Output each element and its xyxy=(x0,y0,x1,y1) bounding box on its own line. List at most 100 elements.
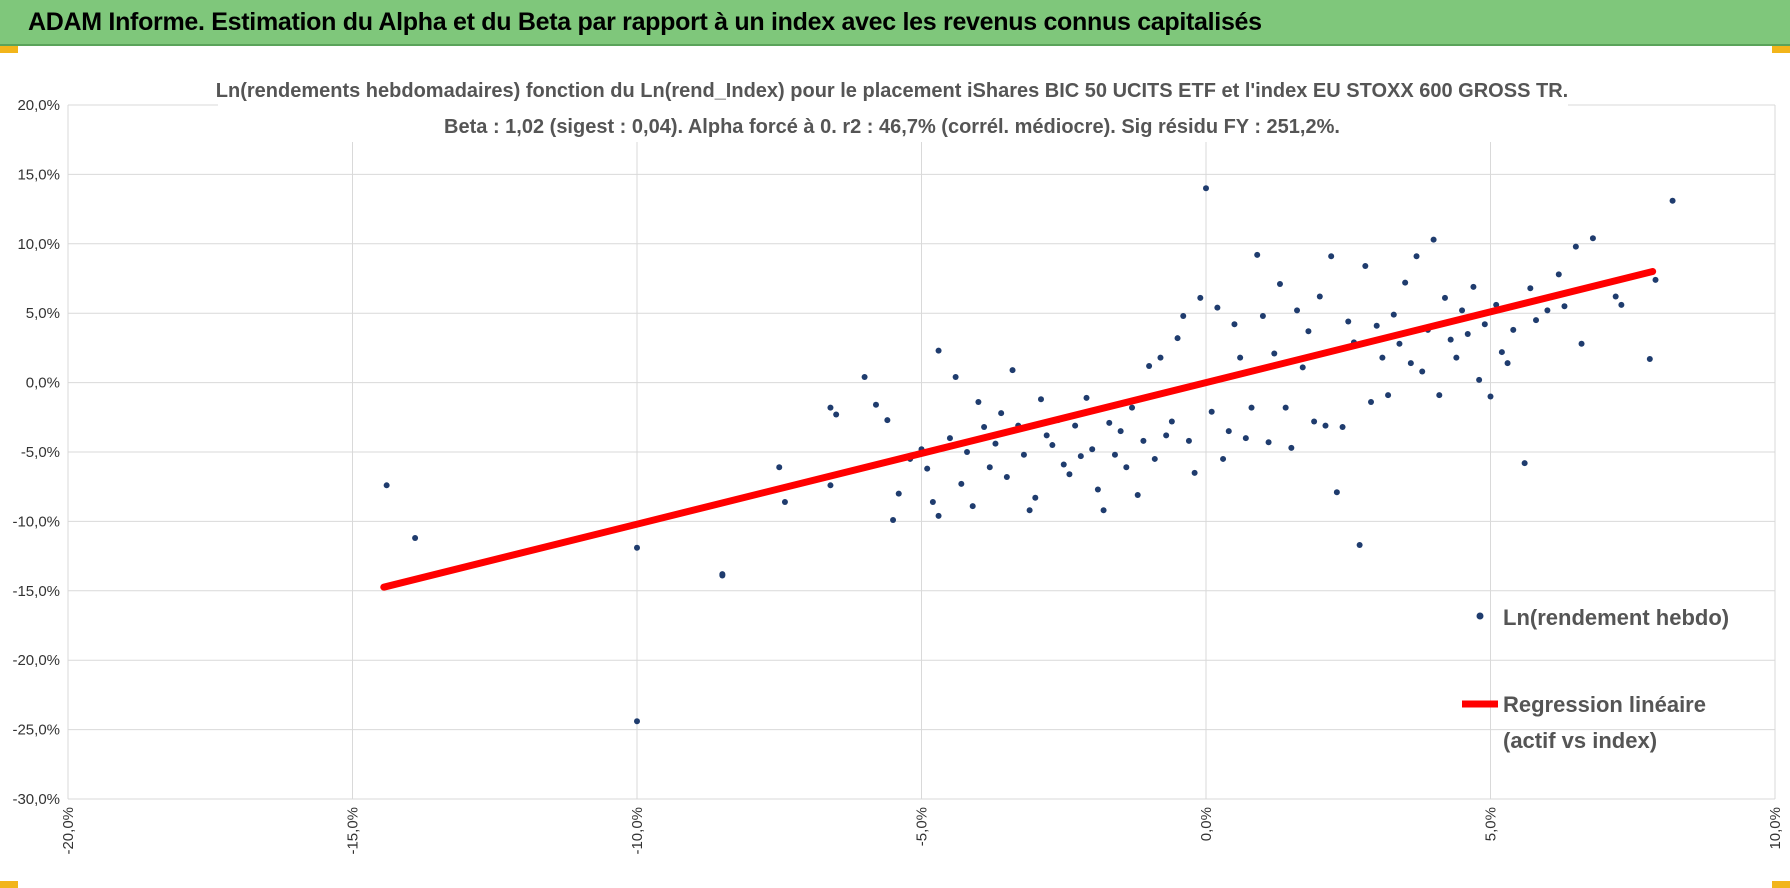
y-tick-label: 5,0% xyxy=(26,305,60,322)
x-axis-ticks: -20,0% -15,0% -10,0% -5,0% 0,0% 5,0% 10,0% xyxy=(60,807,1784,855)
data-point xyxy=(1396,340,1403,347)
data-point xyxy=(1305,328,1312,335)
data-point xyxy=(1111,451,1118,458)
data-point xyxy=(634,544,640,551)
x-tick-label: -15,0% xyxy=(345,807,362,855)
y-tick-label: -25,0% xyxy=(12,722,60,739)
data-point xyxy=(1589,235,1596,242)
y-tick-label: -5,0% xyxy=(21,444,60,461)
data-point xyxy=(1168,418,1175,425)
data-point xyxy=(1504,360,1511,367)
data-point xyxy=(1453,354,1460,361)
data-point xyxy=(1191,469,1198,476)
data-point xyxy=(964,449,971,455)
data-point xyxy=(1646,356,1653,363)
data-point xyxy=(1214,304,1221,311)
data-point xyxy=(861,374,868,381)
data-point xyxy=(1311,418,1318,425)
y-tick-label: -15,0% xyxy=(12,583,60,600)
report-banner: ADAM Informe. Estimation du Alpha et du … xyxy=(0,0,1790,46)
data-point xyxy=(1328,253,1335,260)
data-point xyxy=(1072,422,1079,429)
data-point xyxy=(781,498,788,505)
data-point xyxy=(1470,283,1477,290)
data-point xyxy=(1521,460,1528,467)
data-point xyxy=(1197,294,1204,301)
chart-title-line-2: Beta : 1,02 (sigest : 0,04). Alpha forcé… xyxy=(444,116,1340,138)
data-point xyxy=(1436,392,1443,399)
data-point xyxy=(1487,393,1494,400)
data-point xyxy=(924,465,931,472)
x-tick-label: 10,0% xyxy=(1767,807,1784,850)
y-tick-label: 10,0% xyxy=(17,236,60,253)
data-point xyxy=(929,498,936,505)
data-point xyxy=(935,512,942,519)
data-point xyxy=(1259,312,1266,319)
data-point xyxy=(1373,322,1380,329)
regression-line xyxy=(380,267,1657,591)
data-point xyxy=(1083,394,1090,401)
data-point xyxy=(1299,364,1306,371)
data-point xyxy=(1185,437,1192,444)
data-point xyxy=(1237,354,1244,361)
data-point xyxy=(1441,294,1448,301)
legend-label-regression-line-2: (actif vs index) xyxy=(1503,728,1657,753)
corner-marker-bottom-right xyxy=(1772,881,1790,888)
legend: Ln(rendement hebdo) Regression linéaire … xyxy=(1462,605,1729,753)
data-point xyxy=(1049,442,1056,449)
y-tick-label: -20,0% xyxy=(12,652,60,669)
data-point xyxy=(1009,367,1016,374)
data-point xyxy=(776,464,783,471)
data-point xyxy=(1129,404,1136,411)
data-point xyxy=(1026,507,1033,514)
data-point xyxy=(1123,464,1130,471)
data-point xyxy=(1294,307,1301,314)
data-point xyxy=(1100,507,1107,514)
data-point xyxy=(1265,439,1272,446)
data-point xyxy=(981,424,988,431)
y-tick-label: -30,0% xyxy=(12,791,60,808)
data-point xyxy=(833,411,840,418)
data-point xyxy=(1533,317,1540,324)
data-point xyxy=(1669,197,1676,204)
data-point xyxy=(1077,453,1084,460)
data-point xyxy=(1447,336,1454,343)
data-point xyxy=(1402,279,1409,286)
x-tick-label: 5,0% xyxy=(1483,807,1500,841)
y-tick-label: 20,0% xyxy=(17,97,60,114)
data-point xyxy=(1180,312,1187,319)
data-point xyxy=(1208,408,1215,415)
data-point xyxy=(1572,243,1579,250)
data-point xyxy=(1271,350,1278,357)
data-point xyxy=(1066,471,1073,478)
data-point xyxy=(872,401,879,408)
data-point xyxy=(634,718,640,725)
data-point xyxy=(1493,301,1500,308)
data-point xyxy=(1032,494,1039,501)
chart-title-line-1: Ln(rendements hebdomadaires) fonction du… xyxy=(216,80,1568,102)
data-point xyxy=(884,417,891,424)
data-point xyxy=(719,572,726,579)
y-tick-label: 15,0% xyxy=(17,166,60,183)
data-point xyxy=(1225,428,1232,435)
data-point xyxy=(1242,435,1249,442)
data-point xyxy=(1282,404,1289,411)
scatter-points xyxy=(383,185,1676,725)
y-tick-label: -10,0% xyxy=(12,513,60,530)
data-point xyxy=(1276,281,1283,288)
data-point xyxy=(1140,437,1147,444)
data-point xyxy=(1527,285,1534,292)
data-point xyxy=(1146,362,1153,369)
data-point xyxy=(1652,276,1659,283)
data-point xyxy=(1220,455,1227,462)
data-point xyxy=(1248,404,1255,411)
data-point xyxy=(946,435,953,442)
data-point xyxy=(1151,455,1158,462)
data-point xyxy=(1419,368,1426,375)
legend-marker-scatter xyxy=(1476,612,1484,620)
data-point xyxy=(1094,486,1101,493)
data-point xyxy=(1345,318,1352,325)
data-point xyxy=(1379,354,1386,361)
